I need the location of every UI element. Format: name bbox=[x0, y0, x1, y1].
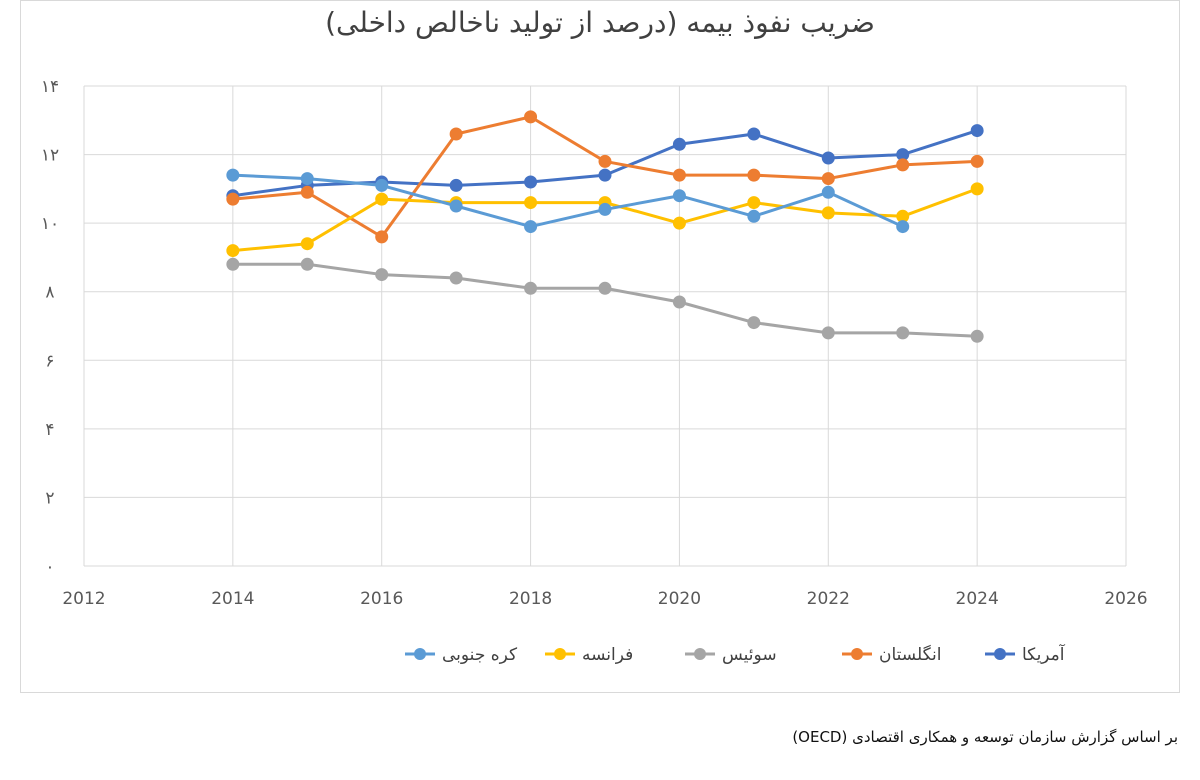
data-point bbox=[970, 154, 984, 168]
y-tick-label: ۰ bbox=[45, 557, 54, 577]
legend-item: فرانسه bbox=[545, 645, 633, 665]
line-chart: ۰ ۲ ۴ ۶ ۸ ۱۰ ۱۲ ۱۴ 2012 2014 2016 2018 2020 2022 2024… bbox=[41, 77, 1148, 665]
chart-frame bbox=[20, 0, 1180, 693]
legend-swatch-marker bbox=[554, 648, 566, 660]
x-tick-label: 2026 bbox=[1104, 589, 1147, 609]
legend-swatch-marker bbox=[851, 648, 863, 660]
data-point bbox=[672, 216, 686, 230]
data-point bbox=[524, 175, 538, 189]
data-point bbox=[449, 127, 463, 141]
x-tick-labels: 2012 2014 2016 2018 2020 2022 2024 2026 bbox=[62, 589, 1147, 609]
data-point bbox=[747, 316, 761, 330]
x-tick-label: 2022 bbox=[807, 589, 850, 609]
series-3 bbox=[226, 182, 984, 258]
data-point bbox=[970, 182, 984, 196]
data-point bbox=[449, 199, 463, 213]
series-line bbox=[232, 262, 978, 338]
legend-label: کره جنوبی bbox=[442, 645, 518, 665]
legend-label: آمریکا bbox=[1022, 643, 1066, 665]
x-tick-label: 2024 bbox=[956, 589, 999, 609]
data-point bbox=[672, 189, 686, 203]
data-point bbox=[524, 220, 538, 234]
data-point bbox=[821, 172, 835, 186]
data-point bbox=[896, 220, 910, 234]
x-tick-label: 2012 bbox=[62, 589, 105, 609]
data-point bbox=[747, 196, 761, 210]
legend-label: انگلستان bbox=[879, 644, 941, 665]
data-point bbox=[970, 124, 984, 138]
data-point bbox=[300, 257, 314, 271]
data-point bbox=[226, 257, 240, 271]
data-point bbox=[747, 168, 761, 182]
series-2 bbox=[226, 257, 984, 343]
data-point bbox=[598, 168, 612, 182]
legend-swatch-marker bbox=[994, 648, 1006, 660]
legend-swatch-marker bbox=[414, 648, 426, 660]
data-point bbox=[300, 172, 314, 186]
data-point bbox=[226, 192, 240, 206]
legend-label: سوئیس bbox=[722, 645, 777, 665]
data-point bbox=[375, 192, 389, 206]
y-tick-label: ۱۲ bbox=[41, 146, 59, 166]
y-tick-label: ۱۴ bbox=[41, 77, 59, 97]
x-tick-label: 2014 bbox=[211, 589, 254, 609]
legend-item: سوئیس bbox=[685, 645, 777, 665]
y-tick-label: ۱۰ bbox=[41, 214, 59, 234]
data-point bbox=[375, 178, 389, 192]
chart-title: ضریب نفوذ بیمه (درصد از تولید ناخالص داخ… bbox=[325, 6, 875, 39]
data-point bbox=[226, 244, 240, 258]
series-layer bbox=[226, 110, 984, 343]
x-tick-label: 2016 bbox=[360, 589, 403, 609]
series-4 bbox=[226, 168, 910, 234]
legend-label: فرانسه bbox=[582, 645, 633, 665]
data-point bbox=[598, 154, 612, 168]
data-point bbox=[226, 168, 240, 182]
y-tick-label: ۶ bbox=[45, 351, 54, 371]
data-point bbox=[672, 137, 686, 151]
x-tick-label: 2020 bbox=[658, 589, 701, 609]
x-tick-label: 2018 bbox=[509, 589, 552, 609]
legend-item: آمریکا bbox=[985, 643, 1066, 665]
grid-layer bbox=[83, 85, 1127, 567]
data-point bbox=[598, 281, 612, 295]
data-point bbox=[821, 185, 835, 199]
data-point bbox=[747, 209, 761, 223]
data-point bbox=[524, 196, 538, 210]
source-note: بر اساس گزارش سازمان توسعه و همکاری اقتص… bbox=[792, 728, 1178, 746]
data-point bbox=[300, 237, 314, 251]
data-point bbox=[300, 185, 314, 199]
data-point bbox=[672, 295, 686, 309]
data-point bbox=[524, 281, 538, 295]
y-tick-label: ۸ bbox=[45, 283, 54, 303]
legend: آمریکا انگلستان سوئیس فرانسه کره جنوبی bbox=[405, 643, 1066, 665]
data-point bbox=[672, 168, 686, 182]
data-point bbox=[970, 329, 984, 343]
data-point bbox=[375, 268, 389, 282]
data-point bbox=[449, 178, 463, 192]
series-1 bbox=[226, 110, 984, 244]
y-tick-label: ۴ bbox=[45, 420, 54, 440]
y-tick-labels: ۰ ۲ ۴ ۶ ۸ ۱۰ ۱۲ ۱۴ bbox=[41, 77, 59, 577]
legend-item: انگلستان bbox=[842, 644, 941, 665]
y-tick-label: ۲ bbox=[45, 488, 54, 508]
data-point bbox=[449, 271, 463, 285]
data-point bbox=[598, 202, 612, 216]
data-point bbox=[821, 151, 835, 165]
data-point bbox=[375, 230, 389, 244]
data-point bbox=[747, 127, 761, 141]
data-point bbox=[896, 326, 910, 340]
legend-item: کره جنوبی bbox=[405, 645, 518, 665]
legend-swatch-marker bbox=[694, 648, 706, 660]
data-point bbox=[821, 206, 835, 220]
data-point bbox=[524, 110, 538, 124]
series-line bbox=[232, 173, 904, 229]
data-point bbox=[896, 158, 910, 172]
data-point bbox=[821, 326, 835, 340]
